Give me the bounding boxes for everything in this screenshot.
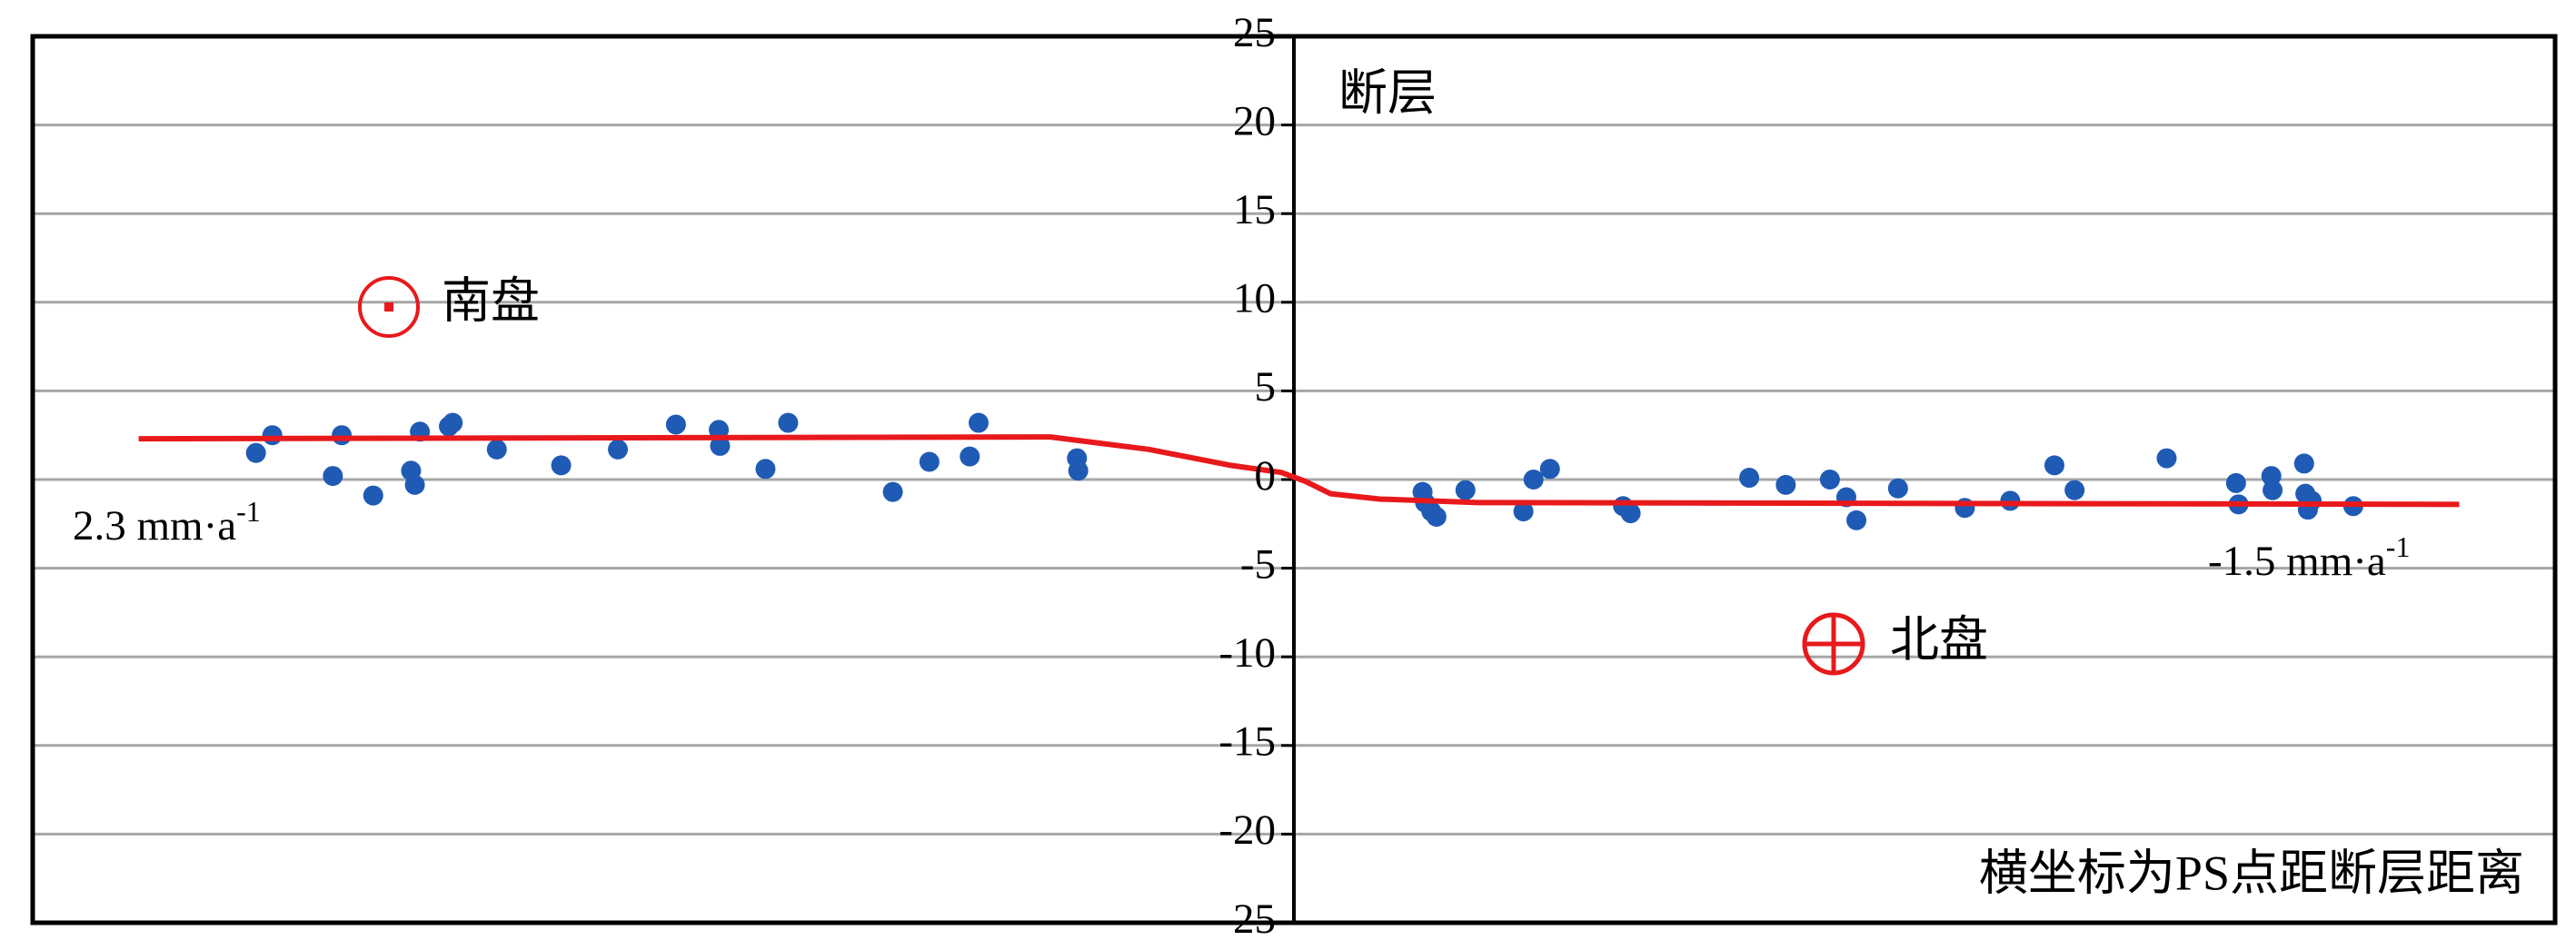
y-tick-label: -25 [1218,896,1276,943]
data-point [1739,468,1760,489]
data-point [1620,503,1641,524]
data-point [1775,474,1796,495]
rate-text: 2.3 mm·a [73,502,236,549]
right-rate: -1.5 mm·a-1 [2208,530,2410,584]
data-point [709,420,730,440]
y-tick-label: -10 [1218,629,1276,677]
south-symbol-dot [384,302,393,312]
data-point [882,481,903,502]
data-point [2293,453,2314,474]
data-point [2302,490,2322,511]
data-point [1068,460,1089,481]
data-point [755,459,776,480]
data-point [2156,448,2177,469]
data-point [262,425,283,446]
axis-note: 横坐标为PS点距断层距离 [1979,846,2524,900]
fault-label: 断层 [1338,65,1437,120]
data-point [245,442,266,463]
south-symbol [358,276,420,338]
data-point [363,485,383,506]
marks [138,412,2460,530]
data-point [778,412,799,433]
data-point [2225,472,2246,493]
y-tick-label: 5 [1255,363,1277,411]
y-tick-label: -5 [1240,540,1276,588]
data-point [404,474,425,495]
data-point [1455,480,1476,500]
data-point [1523,470,1544,490]
data-point [608,439,629,460]
south-label: 南盘 [442,273,540,328]
data-point [1513,501,1534,522]
rate-sup: -1 [2386,530,2411,563]
data-point [1819,470,1840,490]
data-point [551,455,572,476]
data-point [1426,506,1447,527]
data-point [332,425,353,446]
y-tick-label: 10 [1233,275,1276,322]
data-point [2263,480,2283,500]
y-tick-label: -20 [1218,807,1276,854]
rate-text: -1.5 mm·a [2208,538,2386,585]
y-tick-label: 0 [1255,452,1277,500]
data-point [1539,459,1560,480]
data-point [323,466,343,487]
fit-line [138,434,2460,508]
y-tick-label: -15 [1218,718,1276,766]
data-point [2044,455,2064,476]
data-point [486,439,507,460]
data-point [443,412,463,433]
data-point [1887,478,1908,499]
data-point [710,435,731,456]
data-point [665,414,686,435]
y-tick-label: 25 [1233,9,1276,56]
data-point [2064,480,2085,500]
left-rate: 2.3 mm·a-1 [73,495,261,549]
data-point [1846,510,1867,530]
rate-sup: -1 [236,495,261,528]
data-point [919,451,940,472]
y-tick-label: 20 [1233,97,1276,144]
data-point [969,412,989,433]
north-label: 北盘 [1890,612,1988,667]
data-point [960,446,980,467]
y-tick-label: 15 [1233,186,1276,233]
